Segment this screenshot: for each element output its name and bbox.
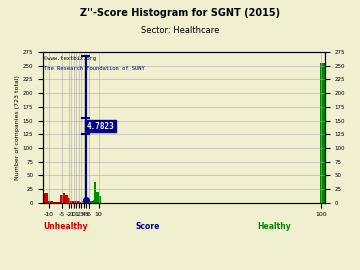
Bar [55,202,58,203]
Bar [86,202,87,203]
Bar [58,202,60,203]
Bar [53,202,55,203]
Bar [43,193,48,203]
Bar [324,196,326,203]
Bar [75,201,76,203]
Bar [82,202,83,203]
Bar [92,202,93,203]
Bar [76,201,77,203]
Bar [78,201,79,203]
Bar [60,195,63,203]
Bar [94,182,96,203]
Bar [74,201,75,203]
Text: Sector: Healthcare: Sector: Healthcare [141,26,219,35]
Bar [50,201,53,203]
Bar [63,194,65,203]
Bar [84,201,85,203]
Bar [72,201,73,203]
Bar [65,195,68,203]
Text: Unhealthy: Unhealthy [43,222,88,231]
Bar [48,201,50,203]
Bar [96,192,99,203]
Bar [68,198,70,203]
Bar [85,201,86,203]
Bar [89,201,90,203]
Y-axis label: Number of companies (723 total): Number of companies (723 total) [15,75,20,180]
Bar [70,201,71,203]
Bar [320,63,325,203]
Text: Z''-Score Histogram for SGNT (2015): Z''-Score Histogram for SGNT (2015) [80,8,280,18]
Bar [69,198,70,203]
Bar [73,201,74,203]
Bar [80,202,81,203]
Bar [90,201,91,203]
Bar [88,202,89,203]
Bar [71,201,72,203]
Bar [87,202,88,203]
Bar [93,200,94,203]
Bar [79,202,80,203]
Bar [77,201,78,203]
Text: The Research Foundation of SUNY: The Research Foundation of SUNY [44,66,145,71]
Text: Healthy: Healthy [257,222,291,231]
Bar [83,201,84,203]
Bar [91,201,92,203]
Text: 4.7823: 4.7823 [86,122,114,131]
Bar [81,202,82,203]
Text: Score: Score [135,222,159,231]
Bar [99,196,101,203]
Text: ©www.textbiz.org: ©www.textbiz.org [44,56,96,61]
